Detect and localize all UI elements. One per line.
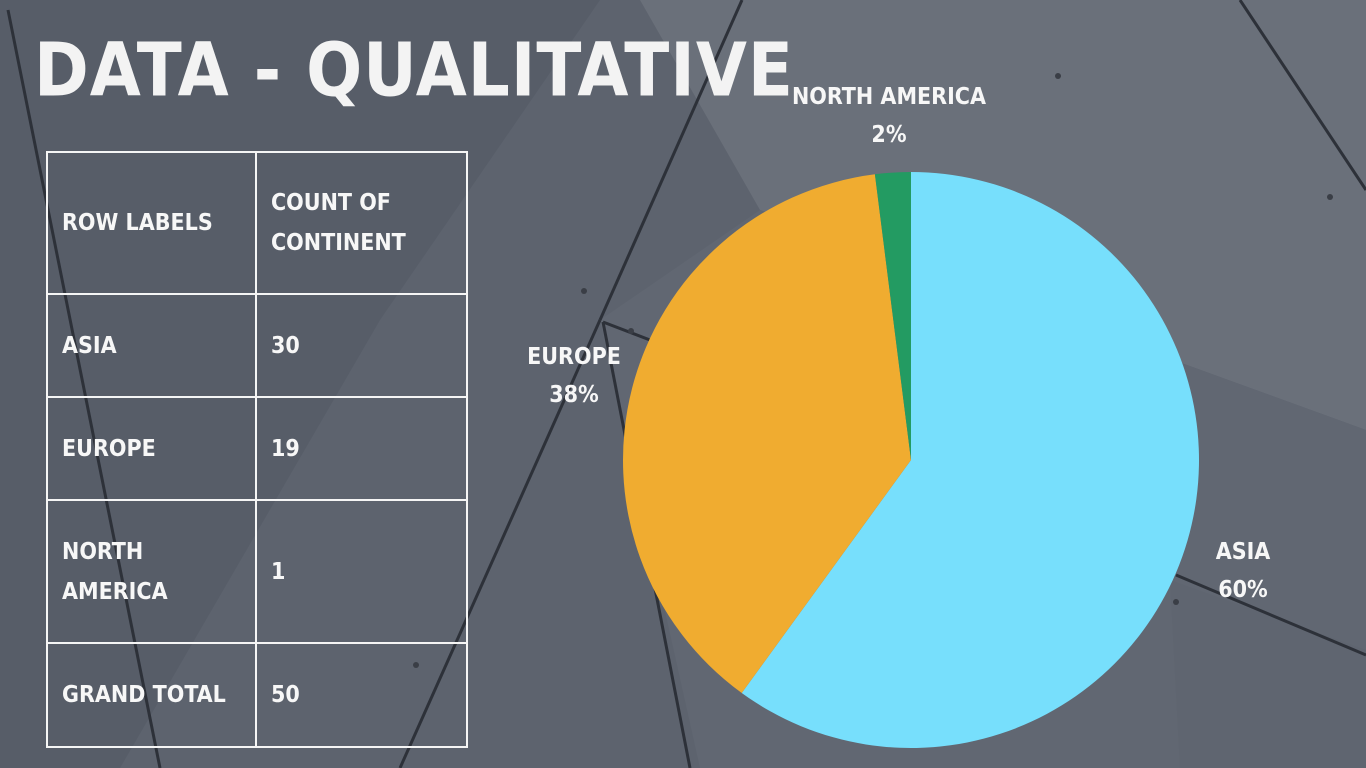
row-value: 50 [255, 642, 468, 748]
row-label: ASIA [46, 293, 257, 398]
table-total-row: GRAND TOTAL 50 [46, 642, 468, 748]
row-value: 1 [255, 499, 468, 644]
pie-label-europe: EUROPE 38% [514, 338, 634, 414]
pie-label-north-america: NORTH AMERICA 2% [784, 78, 994, 154]
header-count: COUNT OF CONTINENT [255, 151, 468, 295]
row-label: NORTH AMERICA [46, 499, 257, 644]
slide-title: DATA - QUALITATIVE [34, 27, 795, 114]
table-row: NORTH AMERICA 1 [46, 499, 468, 644]
row-label: GRAND TOTAL [46, 642, 257, 748]
pivot-table: ROW LABELS COUNT OF CONTINENT ASIA 30 EU… [46, 151, 468, 748]
header-row-labels: ROW LABELS [46, 151, 257, 295]
pie-label-category: NORTH AMERICA [791, 84, 987, 110]
table-row: ASIA 30 [46, 293, 468, 398]
pie-label-percent: 60% [1218, 577, 1268, 603]
pie-label-percent: 38% [549, 382, 599, 408]
pie-label-percent: 2% [871, 122, 907, 148]
table-header-row: ROW LABELS COUNT OF CONTINENT [46, 151, 468, 295]
table-row: EUROPE 19 [46, 396, 468, 501]
pie-label-asia: ASIA 60% [1190, 533, 1296, 609]
pie-label-category: ASIA [1215, 539, 1271, 565]
pie-slice-asia [741, 172, 1200, 748]
row-value: 19 [255, 396, 468, 501]
row-value: 30 [255, 293, 468, 398]
row-label: EUROPE [46, 396, 257, 501]
pie-slice-north-america [874, 172, 911, 460]
pie-slice-europe [623, 174, 911, 693]
pie-label-category: EUROPE [527, 344, 621, 370]
